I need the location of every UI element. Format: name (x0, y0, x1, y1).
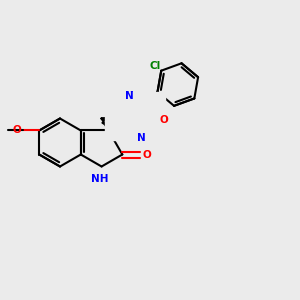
Text: O: O (159, 115, 167, 125)
Text: N: N (125, 91, 134, 101)
Text: NH: NH (91, 174, 109, 184)
Text: N: N (137, 133, 146, 142)
Text: O: O (143, 149, 152, 160)
Text: N: N (125, 91, 134, 101)
Text: O: O (159, 115, 168, 125)
Polygon shape (105, 92, 165, 140)
Text: N: N (137, 133, 146, 142)
Polygon shape (125, 101, 153, 130)
Text: Cl: Cl (150, 61, 161, 71)
Text: O: O (13, 125, 21, 136)
